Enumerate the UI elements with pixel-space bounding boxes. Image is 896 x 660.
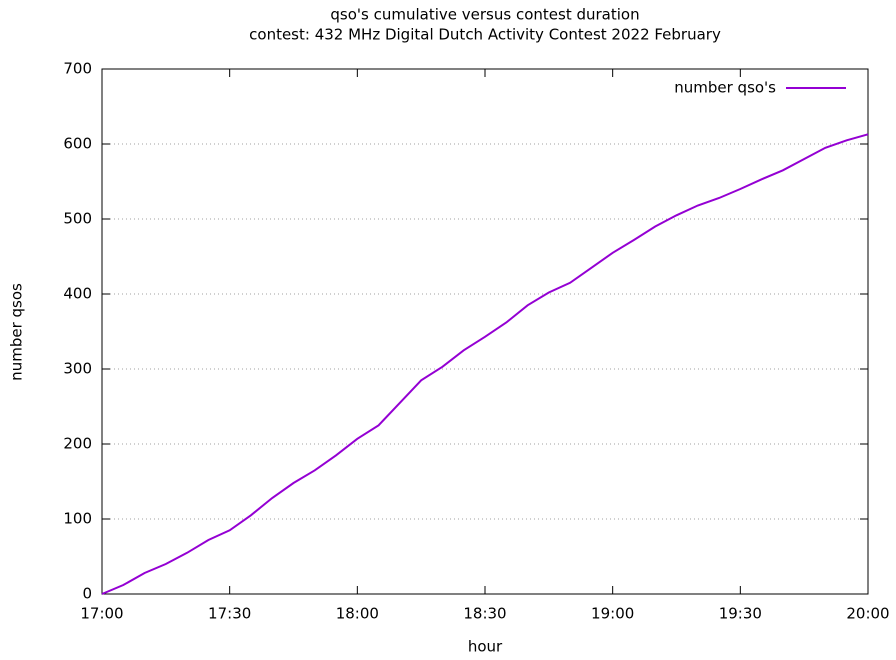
x-tick-label: 19:30: [719, 605, 762, 623]
x-tick-label: 18:00: [336, 605, 379, 623]
y-axis-label: number qsos: [8, 283, 26, 381]
x-tick-label: 18:30: [463, 605, 506, 623]
y-tick-label: 300: [63, 360, 92, 378]
y-tick-label: 0: [82, 585, 92, 603]
data-line: [101, 133, 869, 595]
x-tick-label: 19:00: [591, 605, 634, 623]
y-tick-label: 400: [63, 285, 92, 303]
chart-title: qso's cumulative versus contest duration: [330, 6, 639, 24]
legend-label: number qso's: [674, 79, 776, 97]
y-tick-label: 100: [63, 510, 92, 528]
y-tick-label: 500: [63, 210, 92, 228]
chart-subtitle: contest: 432 MHz Digital Dutch Activity …: [249, 26, 721, 44]
y-tick-label: 700: [63, 60, 92, 78]
x-axis-label: hour: [468, 638, 503, 656]
y-tick-label: 600: [63, 135, 92, 153]
y-tick-label: 200: [63, 435, 92, 453]
plot-frame: [101, 68, 869, 595]
x-tick-label: 20:00: [846, 605, 889, 623]
x-tick-label: 17:30: [208, 605, 251, 623]
x-tick-label: 17:00: [80, 605, 123, 623]
